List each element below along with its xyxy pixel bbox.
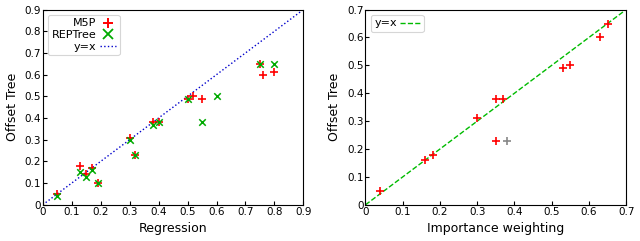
Y-axis label: Offset Tree: Offset Tree [328, 73, 341, 141]
Point [269, 71, 280, 74]
Point [258, 73, 268, 77]
Point [131, 153, 141, 157]
Legend: y=x: y=x [371, 15, 424, 32]
Point [197, 120, 207, 124]
Point [76, 170, 86, 174]
Point [81, 173, 92, 176]
Point [491, 139, 501, 143]
Point [472, 116, 483, 120]
Point [255, 62, 265, 66]
Point [148, 123, 158, 127]
Point [52, 194, 62, 198]
Point [602, 22, 612, 26]
Point [182, 97, 193, 100]
Point [182, 97, 193, 100]
Point [595, 35, 605, 39]
Y-axis label: Offset Tree: Offset Tree [6, 73, 19, 141]
Point [52, 192, 62, 196]
Point [76, 164, 86, 168]
Point [93, 181, 103, 185]
Point [428, 153, 438, 156]
Point [87, 168, 97, 172]
Point [557, 66, 568, 70]
X-axis label: Importance weighting: Importance weighting [428, 222, 564, 235]
Point [93, 181, 103, 185]
Point [154, 120, 164, 124]
Point [502, 139, 512, 143]
Point [269, 62, 280, 66]
Point [87, 166, 97, 170]
Point [125, 138, 135, 142]
Point [498, 97, 508, 101]
Point [375, 189, 385, 193]
Point [420, 158, 430, 162]
Point [81, 175, 92, 179]
Point [131, 153, 141, 157]
Point [491, 97, 501, 101]
Point [211, 94, 221, 98]
Point [125, 136, 135, 140]
Point [255, 62, 265, 66]
Point [148, 120, 158, 124]
Legend: M5P, REPTree, y=x: M5P, REPTree, y=x [48, 15, 120, 55]
Point [188, 94, 198, 98]
Point [197, 97, 207, 100]
Point [154, 120, 164, 124]
X-axis label: Regression: Regression [139, 222, 207, 235]
Point [565, 63, 575, 67]
